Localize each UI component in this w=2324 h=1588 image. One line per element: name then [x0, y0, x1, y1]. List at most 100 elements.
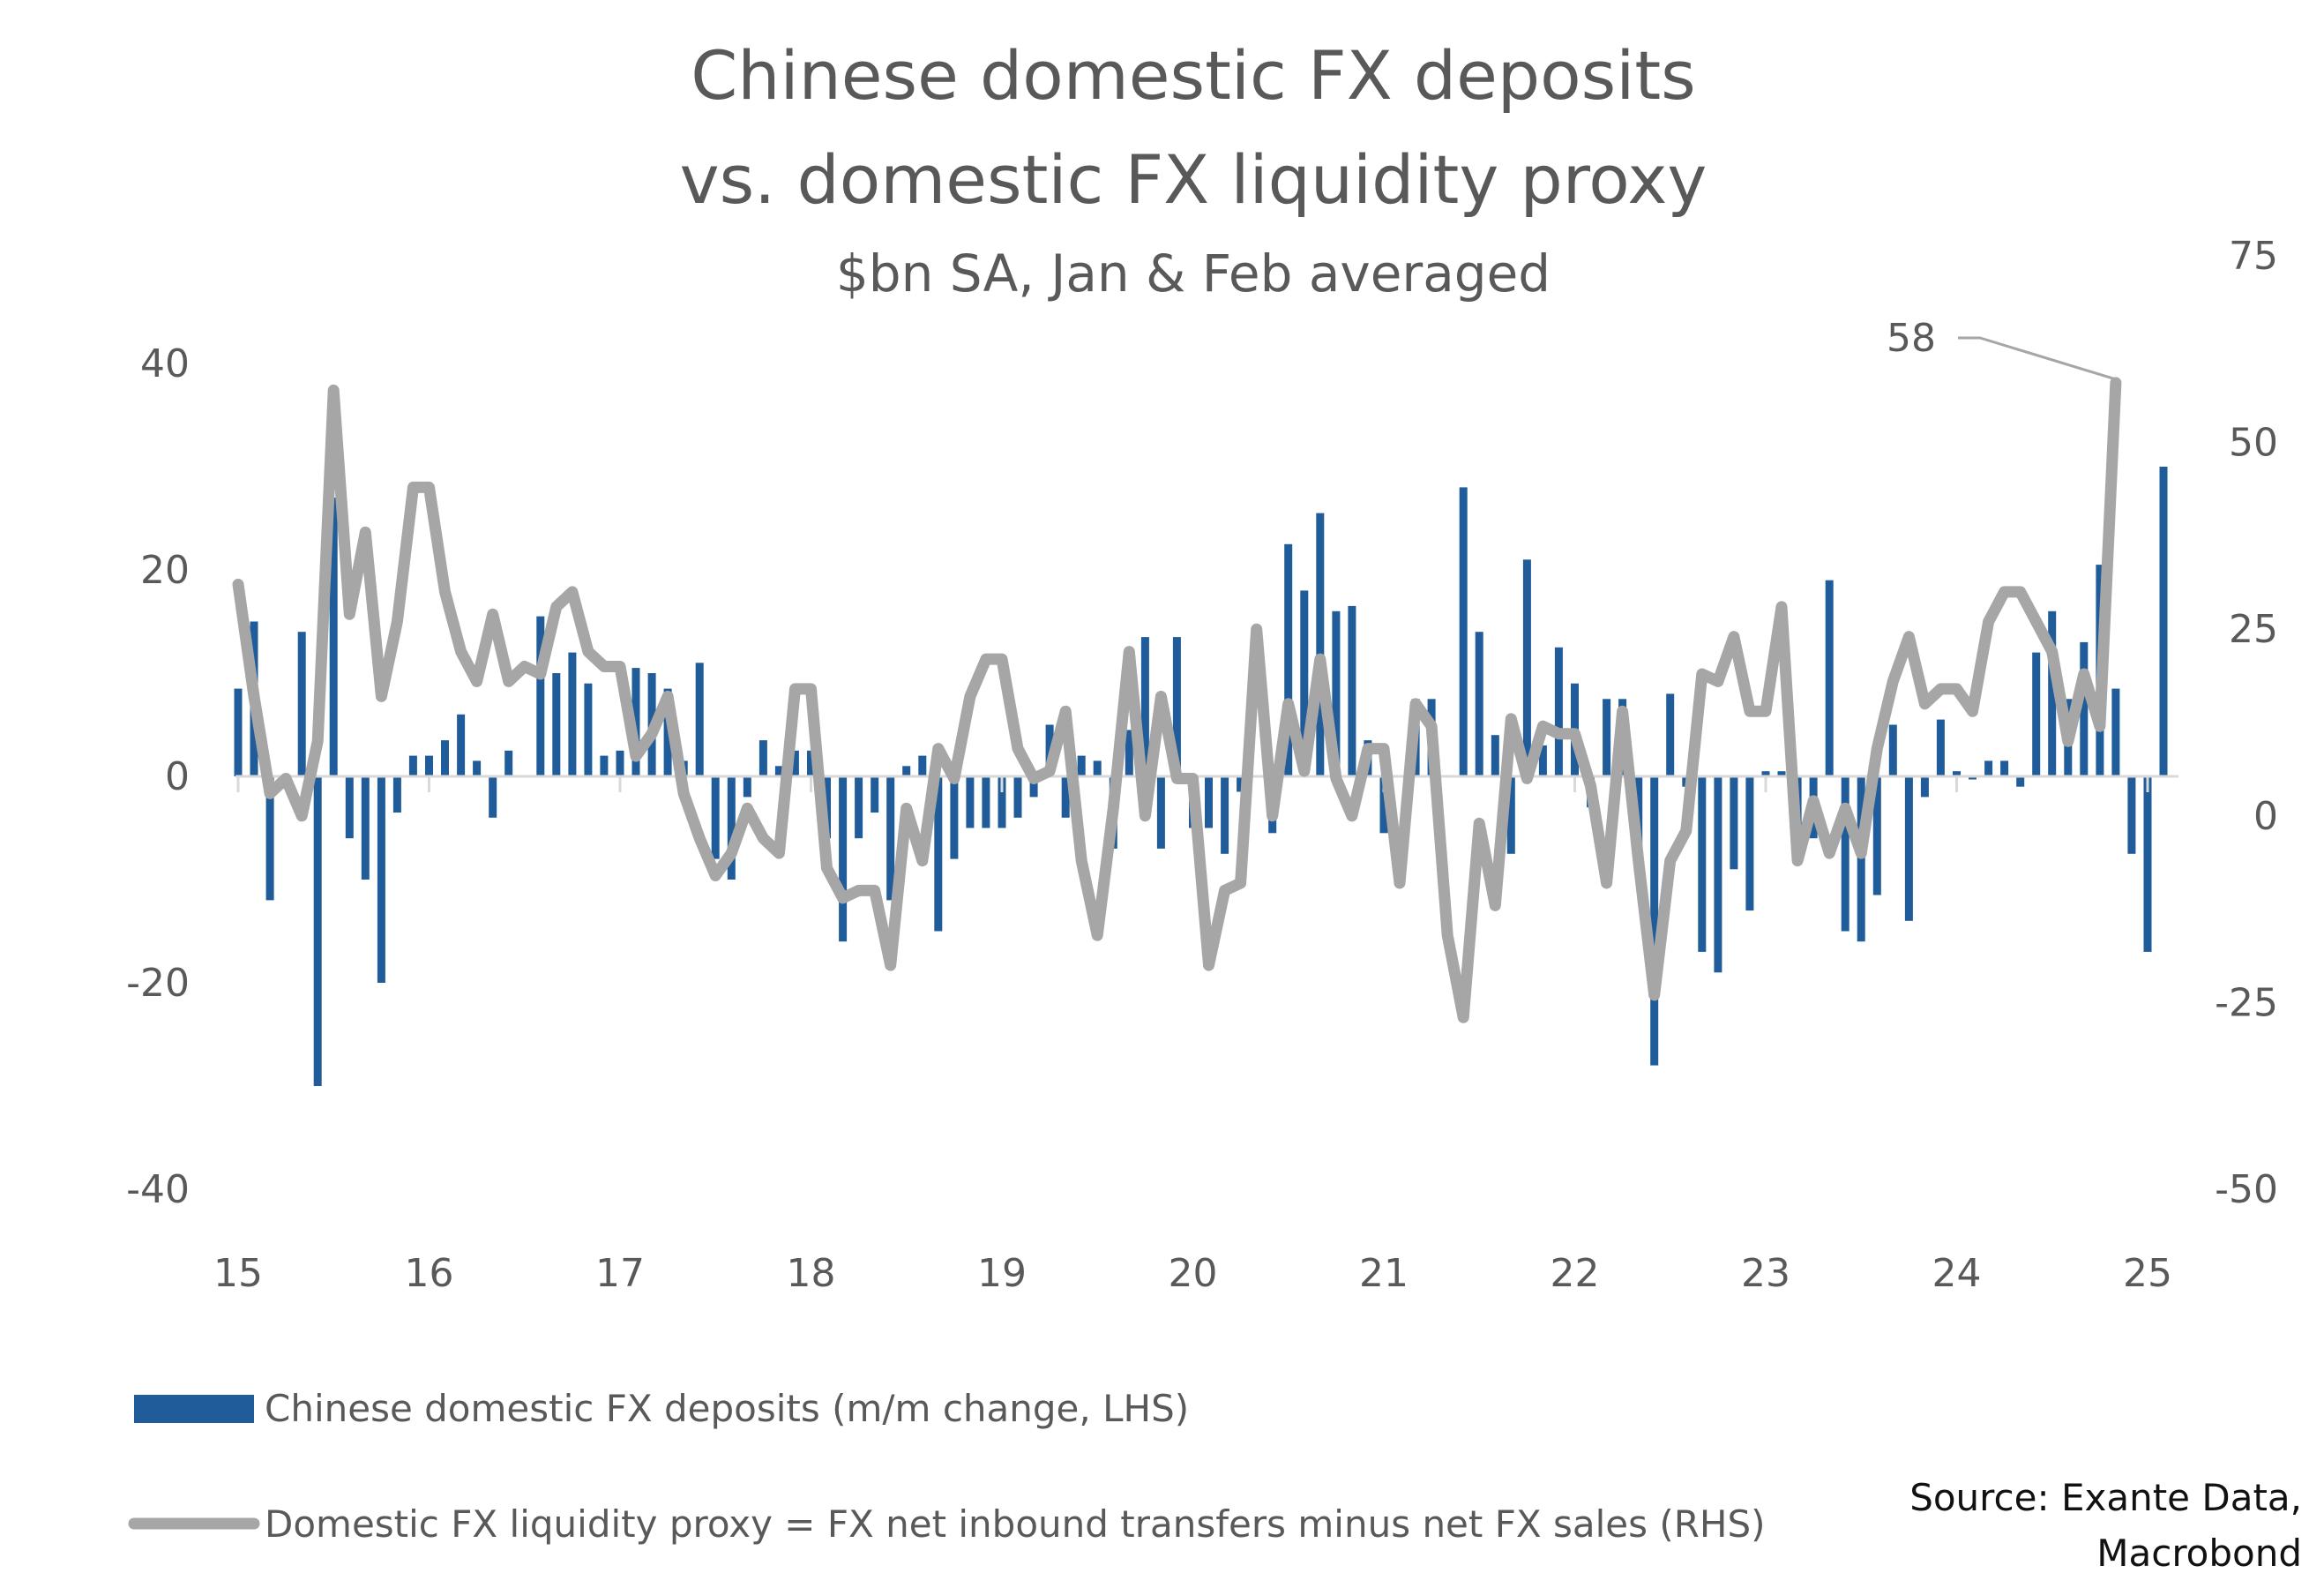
deposit-bar [902, 766, 911, 776]
deposit-bar [743, 776, 751, 798]
deposit-bar [473, 760, 482, 776]
deposit-bar [886, 776, 895, 901]
deposit-bar [1650, 776, 1659, 1066]
deposit-bar [441, 740, 449, 776]
deposit-bar [1332, 610, 1341, 776]
deposit-bar [2159, 467, 2168, 776]
left-tick-label: -20 [126, 961, 190, 1006]
deposit-bar [408, 755, 417, 776]
deposit-bar [711, 776, 720, 859]
right-tick-label: -50 [2215, 1167, 2278, 1212]
deposit-bar [1872, 776, 1881, 895]
deposit-bar [934, 776, 943, 932]
liquidity-proxy-line [232, 377, 2122, 1023]
legend-label-liquidity: Domestic FX liquidity proxy = FX net inb… [265, 1502, 1766, 1546]
deposit-bar [1506, 776, 1515, 854]
deposit-bar [1920, 776, 1929, 798]
deposit-bar [392, 776, 401, 813]
deposit-bar [1777, 771, 1786, 776]
deposit-bar [918, 755, 927, 776]
deposit-bar [425, 755, 433, 776]
deposit-bar [2048, 610, 2057, 776]
deposit-bar [2127, 776, 2136, 854]
right-tick-label: 25 [2229, 607, 2278, 652]
deposit-bar [552, 673, 561, 776]
deposit-bar [1984, 760, 1993, 776]
left-tick-label: 0 [165, 754, 190, 799]
chart-title-line2: vs. domestic FX liquidity proxy [680, 140, 1708, 219]
x-tick-label: 24 [1932, 1251, 1982, 1296]
deposit-bar [871, 776, 879, 813]
annotation-label: 58 [1887, 316, 1936, 361]
source-line1: Source: Exante Data, [1909, 1476, 2302, 1519]
deposit-bar [950, 776, 959, 859]
deposit-bar [1936, 719, 1945, 776]
deposit-bar [2080, 641, 2089, 776]
deposit-bar [2032, 652, 2041, 776]
deposit-bar [489, 776, 497, 818]
x-axis-ticks: 15 16 17 18 19 20 21 22 23 24 25 [213, 1251, 2172, 1296]
deposit-bar [1538, 745, 1547, 776]
legend: Chinese domestic FX deposits (m/m change… [128, 1387, 1766, 1546]
deposit-bar [1841, 776, 1849, 932]
deposit-bar [1888, 724, 1897, 776]
deposit-bar [1969, 776, 1977, 780]
deposit-bar [568, 652, 577, 776]
deposit-bar [2000, 760, 2009, 776]
chart-subtitle: $bn SA, Jan & Feb averaged [836, 243, 1551, 303]
deposit-bar [839, 776, 848, 942]
deposit-bar [807, 750, 815, 777]
right-tick-label: 0 [2253, 794, 2278, 839]
x-tick-label: 18 [787, 1251, 836, 1296]
right-axis-ticks: 75 50 25 0 -25 -50 [2215, 234, 2278, 1212]
deposit-bar [1125, 730, 1133, 776]
deposit-bar [1221, 776, 1229, 854]
right-tick-label: 75 [2229, 234, 2278, 279]
deposit-bar [998, 776, 1006, 828]
deposit-bar [790, 750, 799, 777]
deposit-bar [1093, 760, 1102, 776]
deposit-bar [1761, 771, 1770, 776]
deposit-bar [1698, 776, 1707, 952]
deposit-bar [631, 668, 640, 776]
deposit-bar [361, 776, 370, 880]
x-tick-label: 15 [213, 1251, 263, 1296]
deposit-bar [1284, 543, 1293, 777]
deposit-bar [663, 688, 672, 776]
deposit-bar [329, 498, 338, 776]
left-axis-ticks: 40 20 0 -20 -40 [126, 341, 190, 1212]
legend-swatch-deposits [134, 1395, 254, 1423]
deposit-bar [774, 766, 783, 776]
left-tick-label: 40 [140, 341, 190, 386]
deposit-bar [536, 616, 545, 776]
deposit-bar [1522, 559, 1531, 776]
legend-label-deposits: Chinese domestic FX deposits (m/m change… [265, 1387, 1189, 1430]
deposit-bar [377, 776, 385, 983]
source-line2: Macrobond [2096, 1532, 2302, 1575]
deposit-bar [1666, 693, 1675, 776]
deposit-bar [1475, 632, 1483, 776]
left-tick-label: 20 [140, 548, 190, 593]
x-tick-label: 23 [1741, 1251, 1790, 1296]
deposit-bar [1029, 776, 1038, 798]
x-tick-label: 20 [1169, 1251, 1218, 1296]
right-tick-label: -25 [2215, 980, 2278, 1025]
x-tick-label: 21 [1359, 1251, 1409, 1296]
deposit-bar [1348, 605, 1356, 776]
chart-title-line1: Chinese domestic FX deposits [691, 36, 1696, 115]
deposit-bar [1730, 776, 1738, 870]
deposit-bar [1156, 776, 1165, 849]
deposit-bar [1077, 755, 1086, 776]
deposit-bar [297, 632, 306, 776]
deposit-bar [457, 714, 466, 776]
deposit-bar [1745, 776, 1754, 911]
x-tick-label: 22 [1551, 1251, 1600, 1296]
deposit-bar [1459, 487, 1468, 776]
deposit-bar [758, 740, 767, 776]
deposit-bar [313, 776, 322, 1086]
deposit-bar [616, 750, 624, 777]
deposit-bar [695, 663, 704, 776]
deposit-bar [2016, 776, 2025, 787]
deposit-bar [855, 776, 863, 839]
